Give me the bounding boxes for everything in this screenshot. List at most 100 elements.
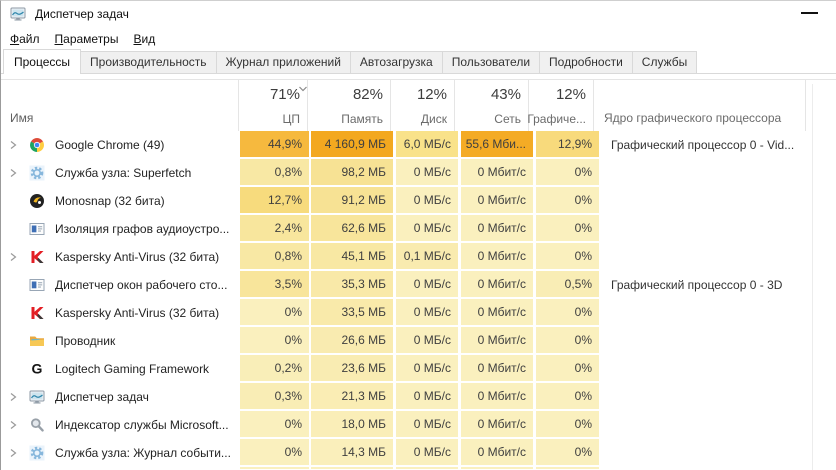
gpu-cell: 0% [536, 243, 599, 271]
process-row[interactable]: Диспетчер задач 0,3% 21,3 МБ 0 МБ/с 0 Мбит/с… [1, 383, 836, 411]
column-header-gpu[interactable]: 12% Графиче... [527, 80, 594, 131]
expand-chevron-icon [6, 364, 20, 374]
disk-cell: 6,0 МБ/с [396, 131, 458, 159]
expand-chevron-icon[interactable] [6, 420, 20, 430]
search-indexer-icon [29, 417, 45, 433]
gpu-engine-cell [601, 327, 814, 355]
process-name: Monosnap (32 бита) [55, 194, 165, 208]
process-name-cell: Monosnap (32 бита) [1, 187, 239, 215]
gpu-column-label: Графиче... [527, 112, 586, 126]
gpu-engine-cell [601, 215, 814, 243]
tab-app-history[interactable]: Журнал приложений [215, 51, 351, 73]
disk-cell: 0 МБ/с [396, 271, 458, 299]
monosnap-icon [29, 193, 45, 209]
expand-chevron-icon[interactable] [6, 252, 20, 262]
gpu-cell: 0% [536, 439, 599, 467]
column-header-disk[interactable]: 12% Диск [391, 80, 455, 131]
expand-chevron-icon [6, 280, 20, 290]
process-name-cell: Служба узла: Журнал событи... [1, 439, 239, 467]
kaspersky-icon [29, 249, 45, 265]
expand-chevron-icon[interactable] [6, 392, 20, 402]
gpu-engine-cell: Графический процессор 0 - Vid... [611, 138, 795, 152]
cpu-cell: 0% [240, 411, 309, 439]
process-name: Проводник [55, 334, 116, 348]
column-header-network[interactable]: 43% Сеть [455, 80, 529, 131]
chrome-icon [29, 137, 45, 153]
net-cell: 0 Мбит/с [461, 355, 533, 383]
net-cell: 0 Мбит/с [461, 215, 533, 243]
process-name-cell: Kaspersky Anti-Virus (32 бита) [1, 299, 239, 327]
tab-details[interactable]: Подробности [539, 51, 633, 73]
mem-cell: 35,3 МБ [311, 271, 393, 299]
process-row[interactable]: Индексатор службы Microsoft... 0% 18,0 МБ 0… [1, 411, 836, 439]
gpu-engine-cell: Графический процессор 0 - 3D [611, 278, 783, 292]
menu-options[interactable]: Параметры [54, 31, 119, 46]
process-name: Изоляция графов аудиоустро... [55, 222, 230, 236]
process-row[interactable]: G Logitech Gaming Framework 0,2% 23,6 МБ 0 М… [1, 355, 836, 383]
process-name-cell: Диспетчер задач [1, 383, 239, 411]
tab-startup[interactable]: Автозагрузка [349, 51, 443, 73]
tab-users[interactable]: Пользователи [441, 51, 541, 73]
mem-cell: 21,3 МБ [311, 383, 393, 411]
cpu-cell: 3,5% [240, 271, 309, 299]
process-row[interactable]: Служба узла: Superfetch 0,8% 98,2 МБ 0 МБ/с… [1, 159, 836, 187]
tab-services[interactable]: Службы [631, 51, 698, 73]
tab-performance[interactable]: Производительность [80, 51, 217, 73]
mem-cell: 91,2 МБ [311, 187, 393, 215]
process-name-cell: Диспетчер окон рабочего сто... [1, 271, 239, 299]
cpu-cell: 0,8% [240, 243, 309, 271]
process-name: Служба узла: Журнал событи... [55, 446, 231, 460]
process-name: Logitech Gaming Framework [55, 362, 210, 376]
disk-cell: 0 МБ/с [396, 215, 458, 243]
disk-total-percent: 12% [416, 86, 447, 103]
process-row[interactable]: Диспетчер окон рабочего сто... 3,5% 35,3 М… [1, 271, 836, 299]
expand-chevron-icon[interactable] [6, 140, 20, 150]
process-row[interactable]: Kaspersky Anti-Virus (32 бита) 0% 33,5 МБ 0… [1, 299, 836, 327]
process-name: Служба узла: Superfetch [55, 166, 192, 180]
disk-cell: 0,1 МБ/с [396, 243, 458, 271]
column-separator-line [812, 84, 813, 470]
process-name-cell: Проводник [1, 327, 239, 355]
gpu-cell: 12,9% [536, 131, 599, 159]
process-name: Google Chrome (49) [55, 138, 165, 152]
gpu-engine-cell [601, 411, 814, 439]
column-header-cpu[interactable]: 71% ЦП [239, 80, 308, 131]
column-header-memory[interactable]: 82% Память [299, 80, 391, 131]
cpu-cell: 0,2% [240, 355, 309, 383]
process-row[interactable]: Google Chrome (49) 44,9% 4 160,9 МБ 6,0 МБ/… [1, 131, 836, 159]
mem-cell: 26,6 МБ [311, 327, 393, 355]
disk-column-label: Диск [420, 112, 447, 126]
menu-file[interactable]: Файл [10, 31, 40, 46]
column-header-gpu-engine[interactable]: Ядро графического процессора [594, 80, 806, 131]
net-cell: 0 Мбит/с [461, 327, 533, 355]
process-row[interactable]: Служба узла: Журнал событи... 0% 14,3 МБ 0 … [1, 439, 836, 467]
expand-chevron-icon[interactable] [6, 448, 20, 458]
cpu-cell: 12,7% [240, 187, 309, 215]
taskmgr-icon [29, 389, 45, 405]
expand-chevron-icon [6, 196, 20, 206]
process-name-cell: Изоляция графов аудиоустро... [1, 215, 239, 243]
expand-chevron-icon [6, 308, 20, 318]
gpu-engine-cell [601, 299, 814, 327]
mem-cell: 23,6 МБ [311, 355, 393, 383]
expand-chevron-icon[interactable] [6, 168, 20, 178]
disk-cell: 0 МБ/с [396, 439, 458, 467]
column-header-name[interactable]: Имя [1, 80, 239, 131]
net-cell: 0 Мбит/с [461, 159, 533, 187]
gpu-cell: 0% [536, 411, 599, 439]
minimize-button[interactable] [792, 1, 826, 25]
expand-chevron-icon [6, 224, 20, 234]
menu-view[interactable]: Вид [133, 31, 156, 46]
cpu-cell: 0% [240, 439, 309, 467]
process-row[interactable]: Изоляция графов аудиоустро... 2,4% 62,6 МБ… [1, 215, 836, 243]
process-row[interactable]: Kaspersky Anti-Virus (32 бита) 0,8% 45,1 М… [1, 243, 836, 271]
mem-cell: 33,5 МБ [311, 299, 393, 327]
process-list: Google Chrome (49) 44,9% 4 160,9 МБ 6,0 МБ/… [1, 131, 836, 470]
net-cell: 0 Мбит/с [461, 383, 533, 411]
process-row[interactable]: Проводник 0% 26,6 МБ 0 МБ/с 0 Мбит/с 0% [1, 327, 836, 355]
mem-cell: 14,3 МБ [311, 439, 393, 467]
process-row[interactable]: Monosnap (32 бита) 12,7% 91,2 МБ 0 МБ/с 0 Мб… [1, 187, 836, 215]
cpu-cell: 44,9% [240, 131, 309, 159]
gpu-cell: 0% [536, 355, 599, 383]
tab-processes[interactable]: Процессы [3, 49, 82, 74]
